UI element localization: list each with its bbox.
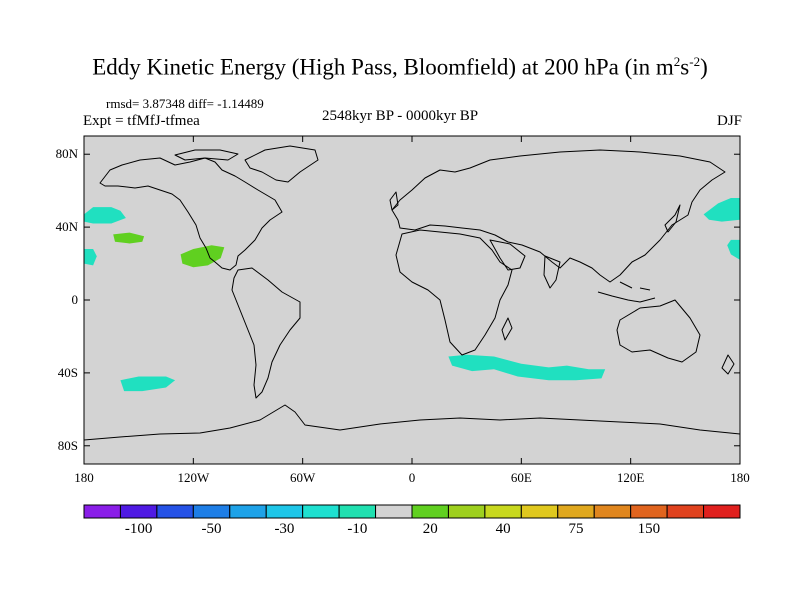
colorbar-swatch-5 xyxy=(265,504,304,519)
colorbar-swatch-4 xyxy=(229,504,267,519)
coast-south-america xyxy=(231,267,301,399)
colorbar-label-1: -50 xyxy=(201,521,222,537)
coastlines xyxy=(84,145,740,441)
coast-australia xyxy=(616,299,701,363)
anomaly-region-6 xyxy=(703,198,740,222)
colorbar-label-7: 150 xyxy=(637,521,661,537)
colorbar-label-3: -10 xyxy=(347,521,368,537)
experiment-label: Expt = tfMfJ-tfmea xyxy=(83,113,200,129)
stats-text: rmsd= 3.87348 diff= -1.14489 xyxy=(106,96,264,111)
y-tick-label-1: 40N xyxy=(55,219,78,235)
coast-uk xyxy=(389,191,399,211)
coast-greenland xyxy=(244,145,319,183)
coast-north-america xyxy=(99,157,283,271)
x-tick-label-6: 180 xyxy=(730,470,750,485)
y-tick-label-3: 40S xyxy=(57,364,78,380)
title-sup1: 2 xyxy=(673,54,681,69)
x-tick-label-5: 120E xyxy=(616,470,645,485)
coast-eurasia xyxy=(391,149,726,283)
y-tick-label-4: 80S xyxy=(57,437,78,453)
coast-new-zealand xyxy=(721,354,735,375)
anomaly-region-5 xyxy=(120,376,176,392)
coast-arabia xyxy=(489,239,526,271)
x-tick-label-4: 60E xyxy=(510,470,532,485)
title-text: Eddy Kinetic Energy (High Pass, Bloomfie… xyxy=(92,54,674,80)
colorbar-swatch-3 xyxy=(192,504,231,519)
colorbar-label-5: 40 xyxy=(495,521,511,537)
colorbar-label-2: -30 xyxy=(274,521,295,537)
colorbar-label-6: 75 xyxy=(568,521,584,537)
axis-ticks xyxy=(83,136,741,464)
anomaly-region-3 xyxy=(180,245,225,268)
colorbar-swatch-8 xyxy=(375,504,413,519)
map-background xyxy=(84,136,740,464)
coast-se-asia-islands xyxy=(597,281,656,303)
colorbar-swatch-1 xyxy=(119,504,158,519)
x-tick-label-0: 180 xyxy=(74,470,94,485)
title-sup2: -2 xyxy=(689,54,701,69)
x-tick-label-3: 0 xyxy=(408,470,416,485)
colorbar-swatch-15 xyxy=(630,504,668,519)
colorbar-swatch-14 xyxy=(593,504,632,519)
coast-india xyxy=(543,255,561,289)
season-label: DJF xyxy=(716,113,742,129)
colorbar-swatch-17 xyxy=(703,504,741,519)
anomaly-region-7 xyxy=(727,239,740,260)
colorbar-swatch-7 xyxy=(338,504,377,519)
coast-antarctica xyxy=(84,404,740,441)
colorbar-swatch-16 xyxy=(666,504,705,519)
anomaly-region-4 xyxy=(448,354,606,381)
anomaly-region-1 xyxy=(84,249,97,266)
anomaly-region-0 xyxy=(84,207,126,224)
coast-madagascar xyxy=(501,317,513,341)
coast-africa xyxy=(395,229,513,356)
coast-japan xyxy=(664,204,681,233)
colorbar-swatch-11 xyxy=(484,504,522,519)
anomaly-regions xyxy=(84,198,740,392)
x-tick-label-1: 120W xyxy=(177,470,210,485)
colorbar-label-4: 20 xyxy=(422,521,438,537)
colorbar-swatch-0 xyxy=(83,504,121,519)
y-tick-label-0: 80N xyxy=(55,146,78,162)
colorbar xyxy=(83,504,741,519)
coast-arctic-islands xyxy=(174,149,239,161)
title-mid: s xyxy=(680,54,690,80)
colorbar-swatch-10 xyxy=(447,504,486,519)
colorbar-swatch-2 xyxy=(156,504,194,519)
colorbar-swatch-9 xyxy=(411,504,449,519)
chart-title: Eddy Kinetic Energy (High Pass, Bloomfie… xyxy=(0,54,800,81)
colorbar-swatch-6 xyxy=(302,504,340,519)
colorbar-label-0: -100 xyxy=(124,521,153,537)
y-tick-label-2: 0 xyxy=(71,292,79,307)
period-label: 2548kyr BP - 0000kyr BP xyxy=(321,108,479,124)
anomaly-region-2 xyxy=(113,232,145,244)
title-end: ) xyxy=(700,54,708,80)
colorbar-swatch-12 xyxy=(520,504,559,519)
colorbar-swatch-13 xyxy=(557,504,595,519)
x-tick-label-2: 60W xyxy=(290,470,316,485)
